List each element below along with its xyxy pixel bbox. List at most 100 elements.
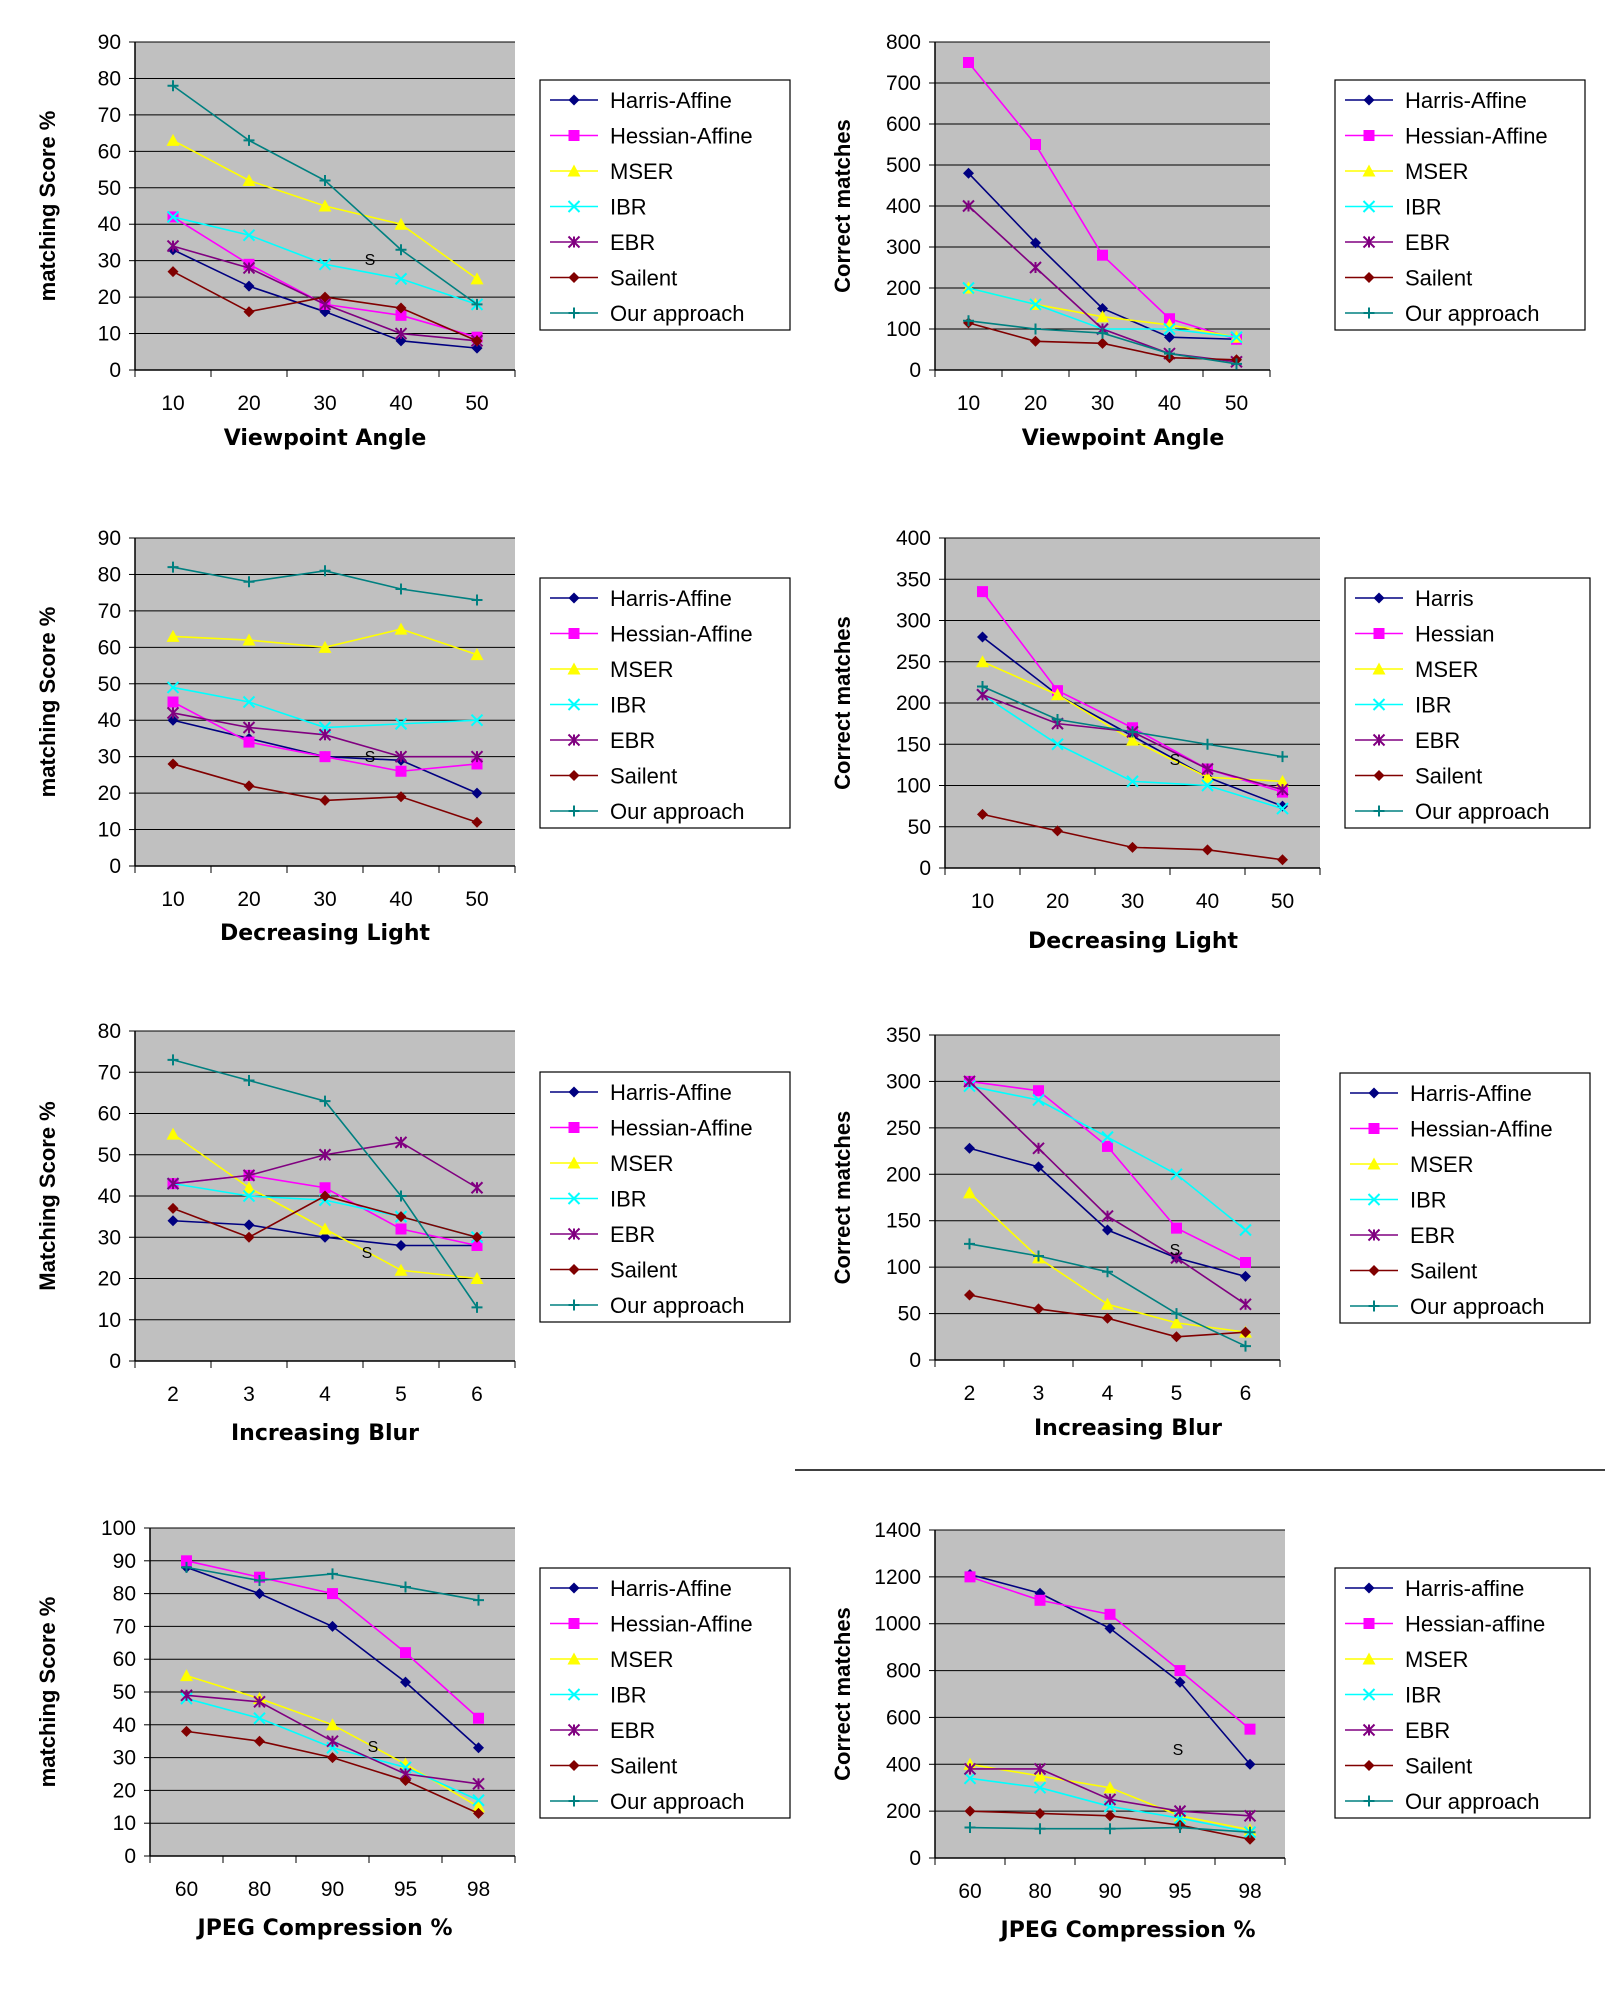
y-tick-label: 70 xyxy=(98,1061,121,1084)
y-tick-label: 200 xyxy=(886,277,921,300)
legend-label: MSER xyxy=(1405,1647,1469,1672)
y-axis-label: matching Score % xyxy=(35,111,60,302)
x-tick-label: 30 xyxy=(313,392,336,415)
data-point-ebr xyxy=(166,239,180,253)
x-tick-label: 90 xyxy=(321,1878,344,1901)
y-tick-label: 700 xyxy=(886,72,921,95)
legend-item: Sailent xyxy=(550,1258,677,1283)
y-tick-label: 50 xyxy=(908,816,931,839)
data-point-hessian-affine xyxy=(964,1571,976,1583)
legend-label: Our approach xyxy=(1405,1789,1540,1814)
legend-swatch-marker xyxy=(567,1192,581,1205)
x-tick-label: 40 xyxy=(1158,392,1181,415)
data-point-ebr xyxy=(963,1075,976,1088)
data-point-hessian-affine xyxy=(471,758,483,770)
legend-item: Harris-Affine xyxy=(1350,1081,1532,1106)
x-tick-label: 50 xyxy=(1271,890,1294,913)
legend-swatch-marker xyxy=(1362,200,1376,213)
legend-swatch-marker xyxy=(1368,1265,1380,1276)
legend-label: MSER xyxy=(1415,657,1479,682)
legend-label: MSER xyxy=(1405,159,1469,184)
y-tick-label: 40 xyxy=(98,1185,121,1208)
y-tick-label: 400 xyxy=(896,527,931,550)
data-point-sailent xyxy=(254,1735,265,1747)
legend-swatch-marker xyxy=(567,733,581,747)
data-point-harris-affine xyxy=(254,1588,265,1600)
legend-label: EBR xyxy=(610,728,655,753)
y-tick-label: 0 xyxy=(909,1847,921,1870)
data-point-mser xyxy=(470,1272,484,1284)
legend-item: IBR xyxy=(1350,1188,1447,1213)
data-point-ibr xyxy=(962,281,975,295)
data-point-hessian-affine xyxy=(1174,1665,1186,1677)
data-point-our-approach xyxy=(395,583,407,595)
y-tick-label: 40 xyxy=(98,709,121,732)
data-point-sailent xyxy=(1202,844,1213,856)
y-tick-label: 70 xyxy=(98,600,121,623)
legend-label: Sailent xyxy=(1405,1754,1472,1779)
chart-7: 0 10 20 30 40 50 60 70 80 90 100 60 80 90 95 98 JPEG Com… xyxy=(35,1517,791,1941)
legend: Harris-Affine Hessian-Affine MSER IBR EBR Sai… xyxy=(539,1071,791,1323)
data-point-ebr xyxy=(394,750,408,763)
legend-item: EBR xyxy=(550,728,655,753)
data-point-sailent xyxy=(1277,854,1288,866)
data-point-mser xyxy=(242,633,256,646)
legend-swatch-marker xyxy=(567,200,581,213)
legend-item: Harris-Affine xyxy=(550,586,732,611)
data-point-hessian-affine xyxy=(1102,1140,1113,1152)
series-hessian-affine xyxy=(964,1571,1256,1735)
legend-item: Hessian-Affine xyxy=(550,622,753,647)
data-point-sailent xyxy=(1104,1810,1116,1822)
data-point-ibr xyxy=(1101,1130,1114,1144)
legend-box xyxy=(1334,1567,1591,1819)
legend-item: Hessian-affine xyxy=(1345,1612,1545,1637)
y-tick-label: 50 xyxy=(898,1303,921,1326)
data-point-sailent xyxy=(977,808,988,820)
legend-box xyxy=(539,79,791,331)
data-point-harris-affine xyxy=(1174,1676,1186,1688)
data-point-ebr xyxy=(166,1177,180,1190)
series-sailent xyxy=(964,1289,1251,1343)
y-tick-label: 350 xyxy=(896,568,931,591)
data-point-mser xyxy=(1033,1769,1047,1782)
data-point-hessian-affine xyxy=(1097,249,1108,261)
data-point-mser xyxy=(318,199,332,212)
series-our-approach xyxy=(964,1238,1251,1352)
legend-swatch-marker xyxy=(567,1156,581,1169)
legend-item: MSER xyxy=(1355,657,1479,682)
data-point-sailent xyxy=(395,302,407,314)
data-point-harris-affine xyxy=(1277,800,1288,812)
series-ibr xyxy=(180,1692,485,1807)
data-point-harris-affine xyxy=(243,1219,255,1231)
data-point-mser xyxy=(472,1800,485,1813)
data-point-ebr xyxy=(1201,762,1214,776)
legend-swatch-marker xyxy=(1362,1723,1376,1737)
y-tick-label: 60 xyxy=(98,1103,121,1126)
data-point-ibr xyxy=(1170,1168,1183,1181)
legend-swatch-marker xyxy=(568,1122,580,1133)
legend-swatch-marker xyxy=(567,1688,581,1701)
y-axis-label: Correct matches xyxy=(830,1607,855,1781)
chart-5: 0 10 20 30 40 50 60 70 80 2 3 4 5 6 Increasing Blur Mat… xyxy=(35,1020,791,1446)
legend-swatch-marker xyxy=(567,1723,581,1737)
data-point-mser xyxy=(470,272,484,285)
legend-swatch-marker xyxy=(1363,94,1375,106)
x-tick-label: 80 xyxy=(248,1878,271,1901)
data-point-mser xyxy=(242,1181,256,1194)
data-point-sailent xyxy=(319,794,331,806)
data-point-ibr xyxy=(470,714,484,727)
x-tick-label: 50 xyxy=(465,888,488,911)
y-tick-label: 50 xyxy=(113,1681,136,1704)
data-point-our-approach xyxy=(1052,714,1063,725)
legend-swatch-marker xyxy=(1363,130,1375,141)
legend-swatch-marker xyxy=(567,698,581,711)
data-point-our-approach xyxy=(1174,1822,1186,1834)
y-tick-label: 50 xyxy=(98,1144,121,1167)
series-our-approach xyxy=(167,80,483,310)
x-tick-label: 30 xyxy=(313,888,336,911)
data-point-mser xyxy=(394,622,408,635)
data-point-ibr xyxy=(166,681,180,694)
chart-1: 0 10 20 30 40 50 60 70 80 90 10 20 30 40 50 Viewpoint A… xyxy=(35,31,791,451)
legend-item: Our approach xyxy=(550,799,745,824)
data-point-harris-affine xyxy=(395,335,407,347)
